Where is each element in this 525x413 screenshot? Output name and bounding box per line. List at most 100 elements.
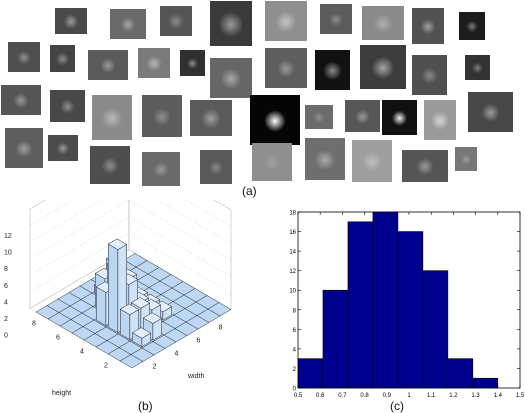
x-tick-label: 1.2	[449, 393, 458, 399]
y-tick-label: 10	[289, 289, 296, 295]
z-tick-label: 2	[4, 316, 8, 323]
z-tick-label: 4	[4, 299, 8, 306]
cell-thumbnail	[50, 90, 85, 122]
width-tick-label: 2	[153, 363, 157, 370]
x-tick-label: 0.9	[383, 393, 392, 399]
cell-thumbnail	[88, 50, 128, 80]
y-tick-label: 14	[289, 250, 296, 256]
z-tick-label: 8	[4, 266, 8, 273]
y-tick-label: 6	[293, 328, 297, 334]
width-tick-label: 8	[219, 324, 223, 331]
grid-line	[29, 200, 232, 227]
bar-face	[96, 286, 107, 327]
cell-thumbnail	[190, 100, 232, 136]
cell-thumbnail	[160, 6, 192, 36]
cell-thumbnail	[315, 50, 350, 90]
y-tick-label: 0	[293, 387, 297, 393]
y-tick-label: 8	[293, 308, 297, 314]
histogram-bar	[372, 211, 399, 389]
cell-thumbnail	[305, 138, 345, 180]
thumbnail-grid	[0, 0, 525, 186]
cell-thumbnail	[455, 147, 477, 171]
height-tick-label: 4	[80, 349, 84, 356]
caption-a: (a)	[242, 184, 257, 198]
x-tick-label: 1	[407, 393, 411, 399]
cell-thumbnail	[252, 143, 292, 181]
x-tick-label: 1.1	[427, 393, 436, 399]
cell-thumbnail	[1, 85, 41, 115]
cell-thumbnail	[142, 95, 182, 137]
cell-thumbnail	[5, 128, 43, 168]
cell-thumbnail	[402, 150, 448, 182]
height-tick-label: 8	[32, 321, 36, 328]
bar-top	[142, 312, 163, 324]
cell-thumbnail	[180, 50, 205, 76]
z-tick-label: 6	[4, 283, 8, 290]
bar-top	[107, 238, 128, 250]
cell-thumbnail	[360, 45, 406, 89]
cell-thumbnail	[142, 152, 180, 186]
cell-thumbnail	[345, 100, 380, 132]
cell-thumbnail	[352, 140, 392, 182]
cell-thumbnail	[305, 105, 333, 129]
cell-thumbnail	[50, 45, 75, 72]
x-tick-label: 0.7	[338, 393, 347, 399]
cell-thumbnail	[468, 92, 513, 132]
cell-thumbnail	[110, 9, 146, 39]
grid-line	[29, 200, 232, 211]
bars	[93, 238, 173, 348]
height-axis-label: height	[52, 390, 71, 397]
x-tick-label: 1.5	[516, 393, 525, 399]
histogram-chart: 0 2 4 6 8 10 12 14 16 18 0.5 0.6 0.7 0.8 0.9 1 1.1 1.2 1.3…	[289, 211, 525, 400]
y-tick-label: 18	[289, 211, 296, 217]
cell-thumbnail	[424, 100, 456, 140]
caption-c: (c)	[390, 399, 404, 413]
caption-b: (b)	[138, 399, 153, 413]
cell-thumbnail	[138, 48, 170, 78]
bar-top	[119, 303, 140, 316]
x-tick-label: 1.4	[494, 393, 503, 399]
cell-thumbnail	[265, 48, 307, 88]
grid-line	[29, 200, 232, 260]
cell-thumbnail	[250, 95, 300, 145]
z-tick-label: 0	[4, 333, 8, 340]
cell-thumbnail	[210, 1, 252, 46]
grid-line	[29, 233, 232, 294]
histogram-bar	[447, 358, 474, 389]
cell-thumbnail	[320, 4, 352, 34]
histogram-bar	[322, 289, 349, 389]
cell-thumbnail	[459, 12, 485, 40]
x-tick-label: 0.8	[360, 393, 369, 399]
y-tick-label: 16	[289, 230, 296, 236]
bar3d	[131, 327, 152, 348]
cell-thumbnail	[200, 150, 232, 184]
width-axis-label: width	[187, 373, 204, 380]
histogram-bar	[422, 270, 449, 389]
width-tick-label: 6	[197, 337, 201, 344]
cell-thumbnail	[55, 8, 87, 34]
x-tick-label: 0.6	[316, 393, 325, 399]
y-tick-label: 4	[293, 347, 297, 353]
width-tick-label: 4	[175, 350, 179, 357]
cell-thumbnail	[92, 95, 132, 140]
height-tick-label: 6	[56, 335, 60, 342]
histogram-bar	[472, 377, 499, 389]
cell-thumbnail	[412, 8, 444, 44]
histogram-bar	[297, 358, 324, 389]
histogram-bar	[347, 221, 374, 389]
cell-thumbnail	[465, 55, 490, 80]
cell-thumbnail	[210, 58, 252, 98]
x-tick-label: 1.3	[471, 393, 480, 399]
cell-thumbnail	[362, 6, 404, 40]
y-tick-label: 2	[293, 367, 297, 373]
x-tick-label: 0.5	[294, 393, 303, 399]
z-tick-label: 10	[4, 250, 12, 257]
cell-thumbnail	[412, 55, 447, 95]
cell-thumbnail	[90, 146, 130, 184]
cell-thumbnail	[265, 1, 307, 41]
bar3d-chart: 0 2 4 6 8 10 12 2 4 6 8 2 4 6 8 height width	[4, 200, 232, 397]
cell-thumbnail	[382, 100, 417, 135]
cell-thumbnail	[8, 42, 40, 72]
floor-tile	[123, 253, 148, 268]
height-tick-label: 2	[104, 363, 108, 370]
